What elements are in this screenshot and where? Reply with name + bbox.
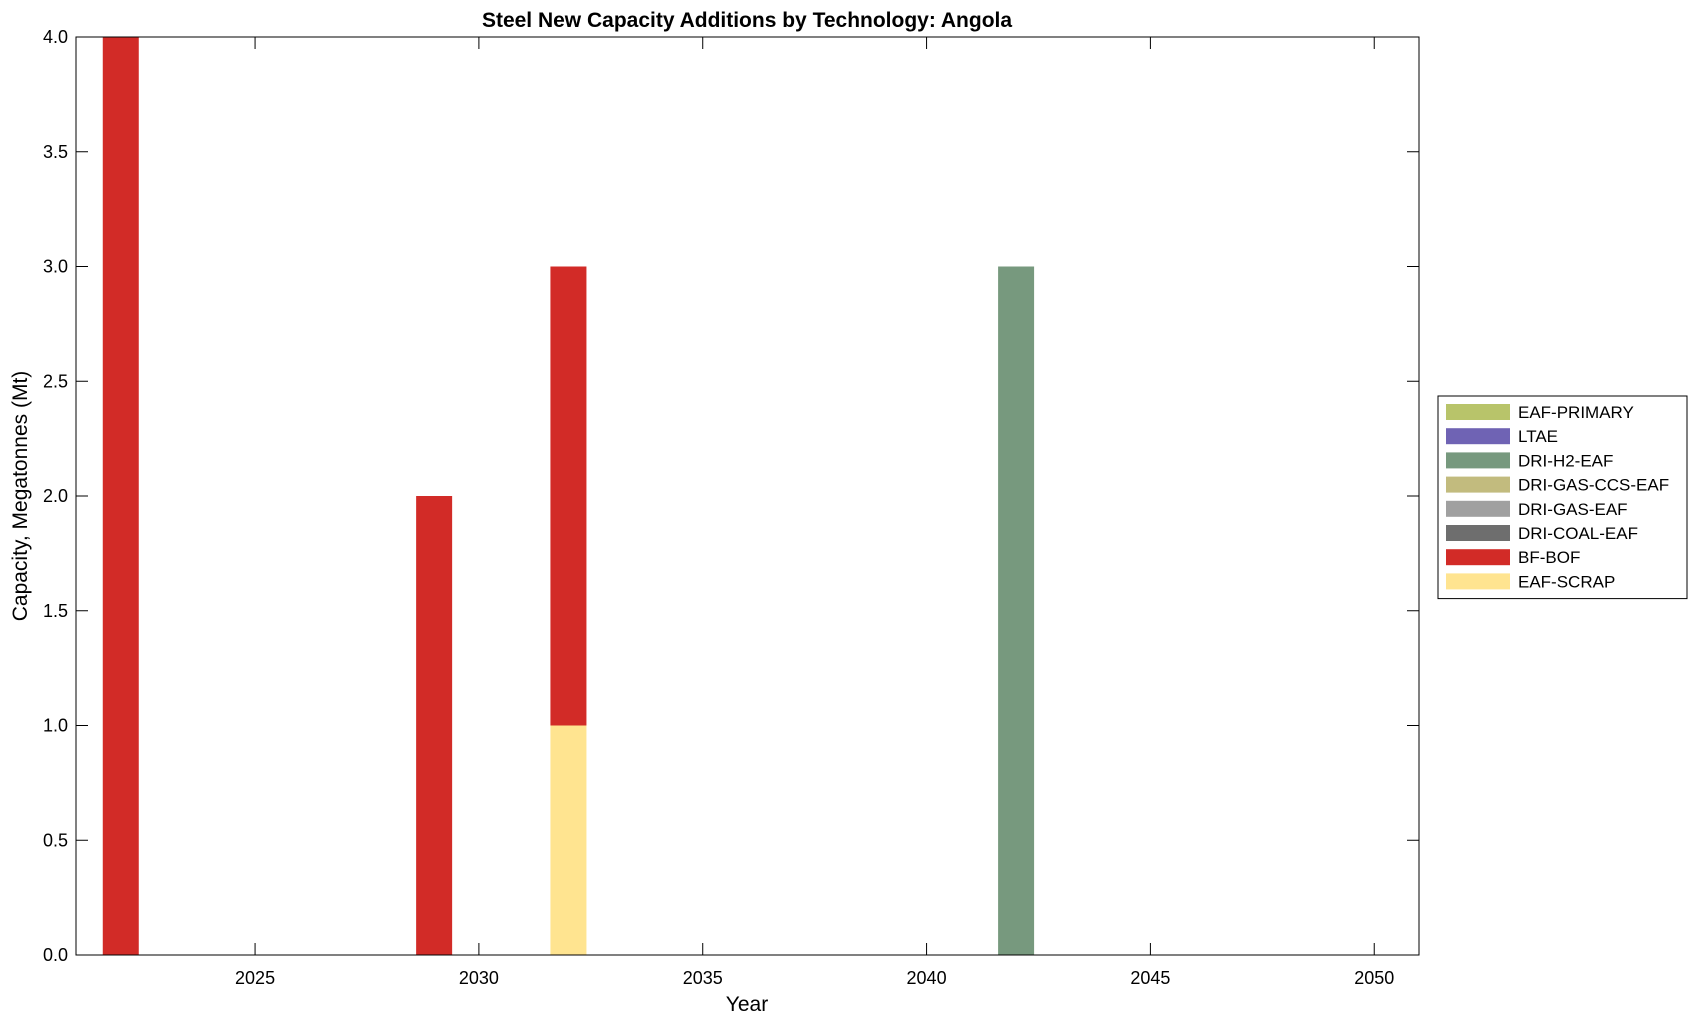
bar-bf-bof-2032 (550, 266, 587, 726)
bars (102, 37, 1035, 955)
legend-swatch (1446, 452, 1510, 469)
legend-swatch (1446, 500, 1510, 517)
x-tick-label: 2035 (683, 968, 723, 988)
plot-frame (75, 36, 1420, 956)
y-tick-label: 2.5 (43, 371, 68, 391)
x-tick-label: 2050 (1354, 968, 1394, 988)
y-tick-label: 2.0 (43, 486, 68, 506)
y-tick-label: 3.0 (43, 257, 68, 277)
legend-label: DRI-COAL-EAF (1518, 524, 1638, 543)
y-tick-label: 4.0 (43, 27, 68, 47)
legend-swatch (1446, 404, 1510, 420)
y-tick-label: 0.0 (43, 945, 68, 965)
legend-swatch (1446, 476, 1510, 493)
bar-bf-bof-2022 (102, 37, 139, 955)
bar-bf-bof-2029 (416, 496, 453, 955)
x-axis-label: Year (726, 993, 768, 1016)
legend-label: LTAE (1518, 427, 1558, 446)
x-tick-label: 2030 (459, 968, 499, 988)
y-tick-label: 0.5 (43, 830, 68, 850)
legend-swatch (1446, 573, 1510, 590)
y-tick-label: 3.5 (43, 142, 68, 162)
legend-swatch (1446, 525, 1510, 541)
y-tick-label: 1.5 (43, 601, 68, 621)
legend-label: EAF-SCRAP (1518, 572, 1615, 591)
legend-label: DRI-H2-EAF (1518, 451, 1613, 470)
y-axis-label: Capacity, Megatonnes (Mt) (9, 371, 32, 622)
bar-eaf-scrap-2032 (550, 725, 587, 955)
legend-swatch (1446, 428, 1510, 445)
legend: EAF-PRIMARY LTAE DRI-H2-EAF DRI-GAS-CCS-EAF… (1437, 395, 1688, 600)
ticks: 2025 2030 2035 2040 2045 2050 0.0 0.5 1.0 1.5 2.0 2… (43, 27, 1419, 988)
y-tick-label: 1.0 (43, 716, 68, 736)
x-tick-label: 2040 (907, 968, 947, 988)
x-tick-label: 2025 (235, 968, 275, 988)
chart-title: Steel New Capacity Additions by Technolo… (482, 9, 1012, 32)
bar-dri-h2-eaf-2042 (998, 266, 1035, 955)
legend-box (1437, 395, 1688, 600)
legend-label: BF-BOF (1518, 548, 1580, 567)
legend-label: DRI-GAS-EAF (1518, 500, 1628, 519)
legend-label: EAF-PRIMARY (1518, 403, 1634, 422)
x-tick-label: 2045 (1130, 968, 1170, 988)
legend-swatch (1446, 549, 1510, 566)
legend-label: DRI-GAS-CCS-EAF (1518, 476, 1669, 495)
